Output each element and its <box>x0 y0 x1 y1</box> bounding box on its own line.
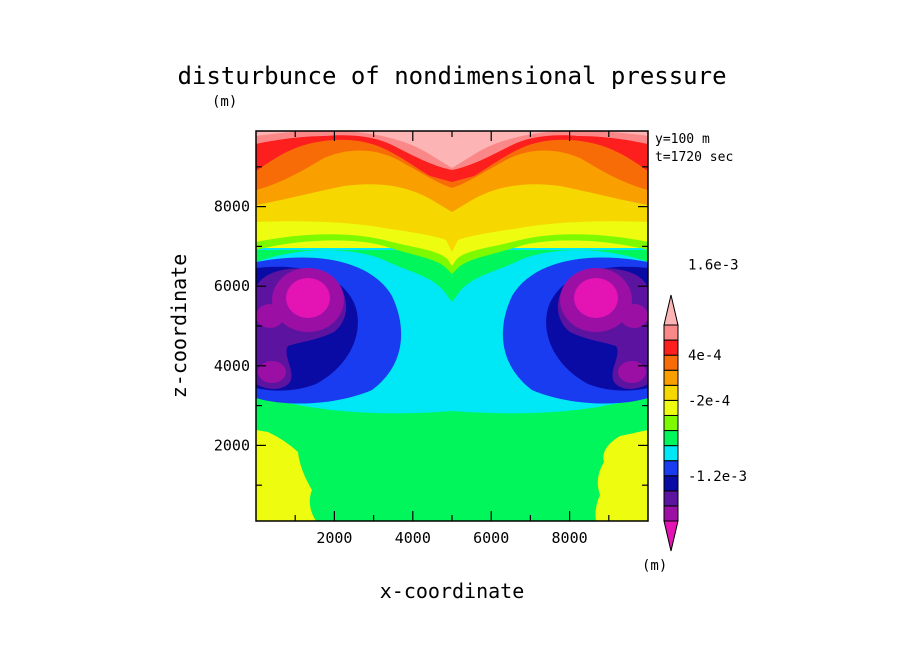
colorbar-bin <box>663 505 679 522</box>
colorbar-bin <box>663 399 679 416</box>
y-tick-label: 8000 <box>214 198 250 216</box>
y-tick-label: 2000 <box>214 436 250 454</box>
band-purple-left-lower <box>258 361 286 383</box>
colorbar-bin <box>663 384 679 401</box>
colorbar-bin <box>663 369 679 386</box>
x-tick-label: 4000 <box>395 529 431 547</box>
colorbar: -1.2e-3 -2e-4 4e-4 1.6e-3 <box>663 258 747 552</box>
y-axis-label: z-coordinate <box>167 254 191 399</box>
colorbar-bin <box>663 414 679 432</box>
y-tick-label: 6000 <box>214 277 250 295</box>
colorbar-bin <box>663 475 679 492</box>
colorbar-bin <box>663 324 679 341</box>
x-axis-label: x-coordinate <box>380 579 525 603</box>
band-magenta-right <box>574 278 618 318</box>
band-purple-right-lower <box>618 361 646 383</box>
title-unit: (m) <box>212 94 237 110</box>
colorbar-bin <box>663 460 679 477</box>
colorbar-unit: (m) <box>642 558 667 574</box>
chart-title: disturbunce of nondimensional pressure <box>177 62 726 90</box>
colorbar-label: -1.2e-3 <box>688 469 747 485</box>
colorbar-bin <box>663 339 679 356</box>
x-tick-label: 8000 <box>552 529 588 547</box>
colorbar-label: 1.6e-3 <box>688 258 739 274</box>
x-axis: 2000 4000 6000 8000 <box>294 131 610 547</box>
colorbar-bin <box>663 490 679 507</box>
contour-field <box>256 131 648 521</box>
colorbar-bin <box>663 294 679 326</box>
y-tick-label: 4000 <box>214 357 250 375</box>
band-purple-left-blob <box>256 304 284 328</box>
colorbar-bin <box>663 520 679 552</box>
band-pink <box>256 131 648 168</box>
x-tick-label: 2000 <box>316 529 352 547</box>
x-tick-label: 6000 <box>473 529 509 547</box>
info-line-y: y=100 m <box>655 132 710 147</box>
colorbar-bin <box>663 445 679 462</box>
band-green-bottom <box>256 395 648 521</box>
info-line-t: t=1720 sec <box>655 150 733 165</box>
colorbar-label: -2e-4 <box>688 393 730 409</box>
y-axis: 2000 4000 6000 8000 <box>214 166 648 486</box>
band-magenta-left <box>286 278 330 318</box>
colorbar-bin <box>663 354 679 371</box>
colorbar-bin <box>663 430 679 447</box>
band-purple-right-blob <box>620 304 648 328</box>
colorbar-label: 4e-4 <box>688 348 722 364</box>
band-green-upper <box>256 250 648 302</box>
